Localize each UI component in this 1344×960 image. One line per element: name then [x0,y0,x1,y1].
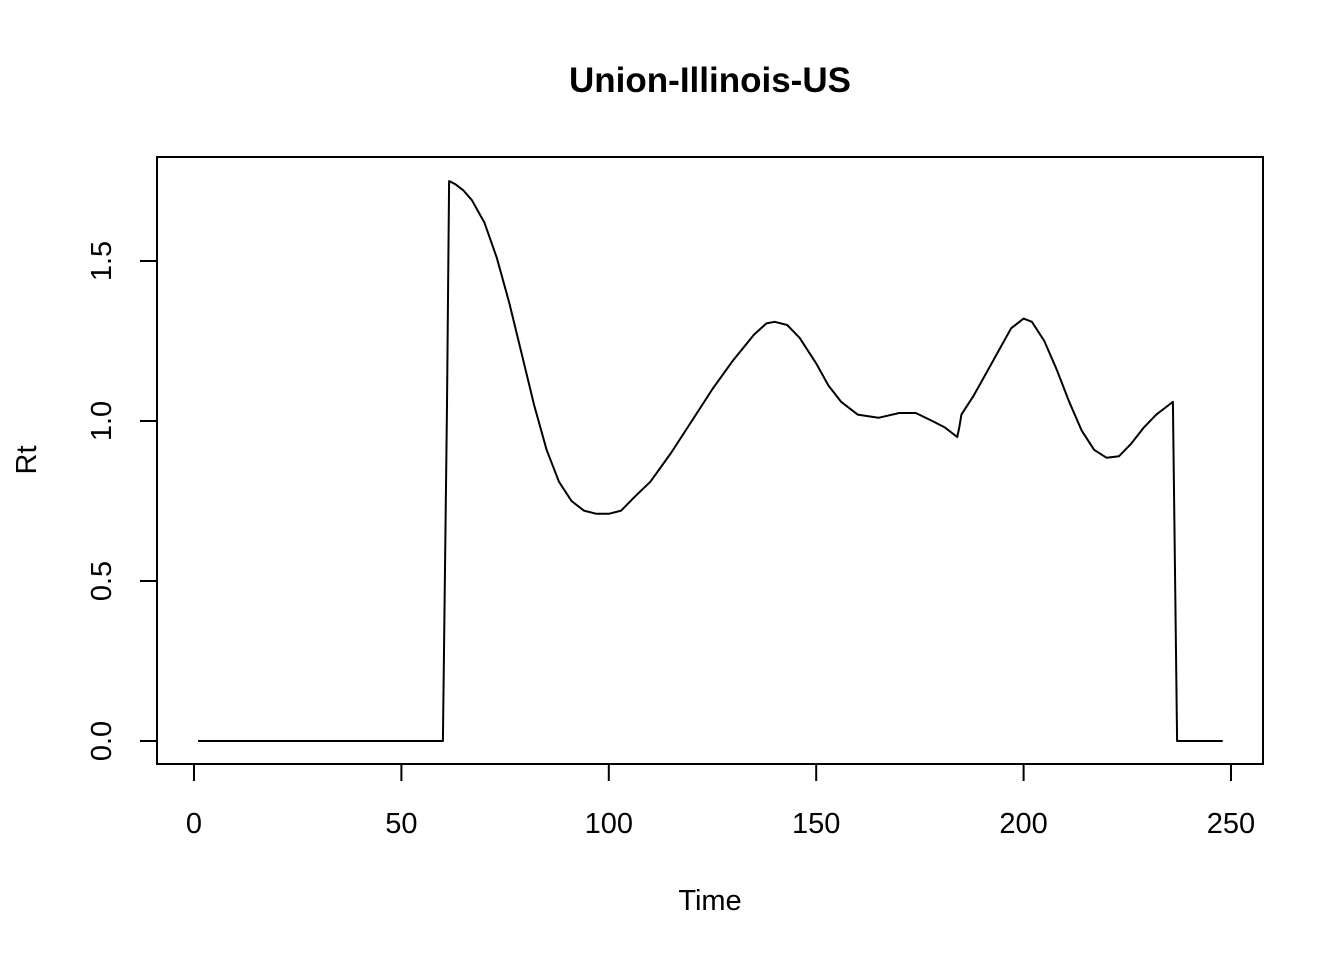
x-axis: 0 50 100 150 200 250 [186,763,1255,840]
y-tick-label: 0.0 [86,721,118,761]
x-tick-label: 0 [186,808,202,840]
x-tick-label: 200 [999,808,1047,840]
y-tick-label: 1.5 [86,241,118,281]
x-axis-label: Time [678,885,741,917]
chart-title: Union-Illinois-US [569,61,851,100]
rt-series-line [198,180,1223,742]
x-tick-label: 50 [385,808,417,840]
x-tick-label: 100 [585,808,633,840]
x-tick-label: 150 [792,808,840,840]
y-axis-label: Rt [11,446,43,475]
y-axis: 0.0 0.5 1.0 1.5 [86,241,158,761]
x-tick-label: 250 [1207,808,1255,840]
y-tick-label: 0.5 [86,561,118,601]
plot-frame [156,156,1264,765]
y-tick-label: 1.0 [86,401,118,441]
